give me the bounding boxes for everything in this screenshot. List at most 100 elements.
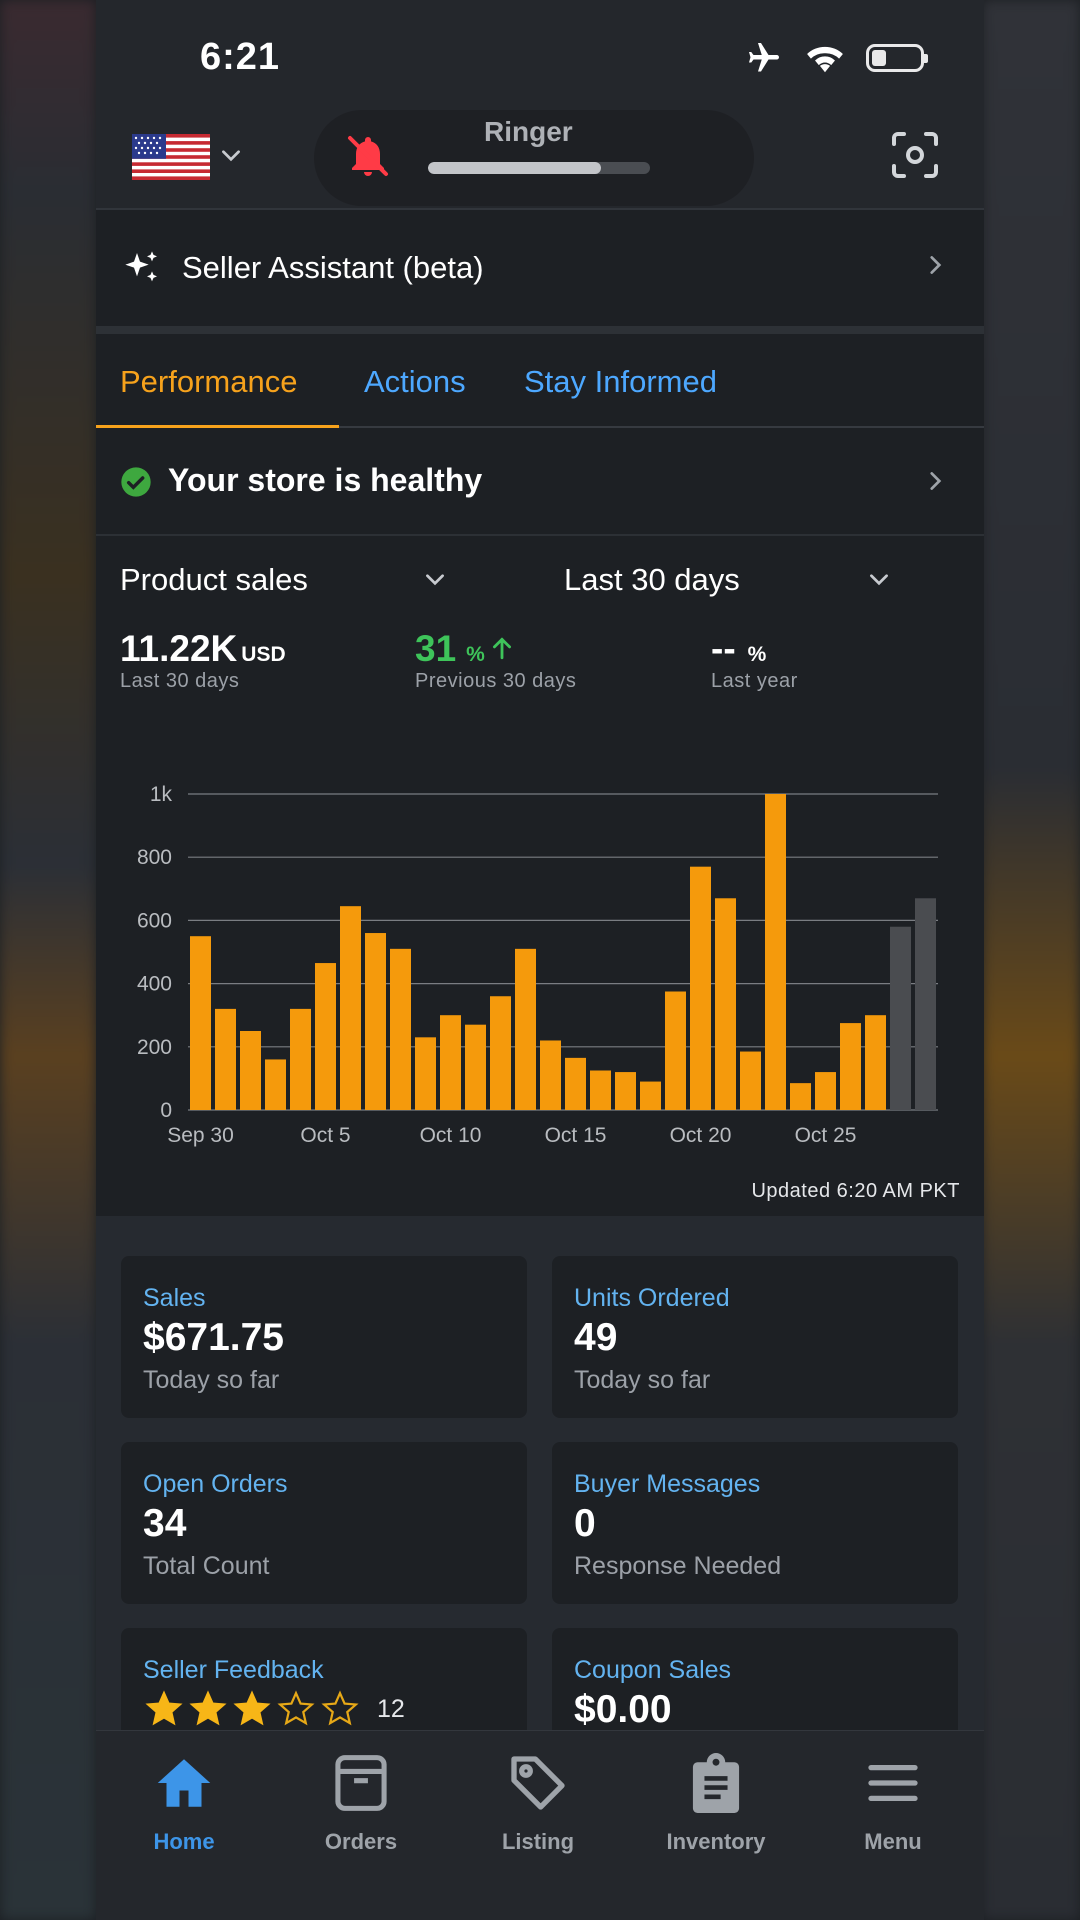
- product-sales-card: Product sales Last 30 days 11.22K USD Las…: [96, 536, 984, 1216]
- chart-bar[interactable]: [565, 1057, 586, 1110]
- range-select[interactable]: Last 30 days: [564, 562, 740, 597]
- chart-bar[interactable]: [290, 1008, 311, 1110]
- chart-bar[interactable]: [315, 963, 336, 1110]
- top-nav: Ringer: [96, 110, 984, 210]
- chart-bar[interactable]: [865, 1015, 886, 1110]
- chart-bar[interactable]: [340, 906, 361, 1110]
- nav-home[interactable]: Home: [109, 1751, 259, 1855]
- ringer-hud: Ringer: [314, 110, 754, 206]
- star-filled-icon: [145, 1690, 183, 1726]
- store-health-label: Your store is healthy: [168, 462, 483, 498]
- chart-bar[interactable]: [490, 996, 511, 1110]
- y-tick-label: 0: [160, 1099, 172, 1122]
- chart-bar[interactable]: [715, 898, 736, 1110]
- total-sales-period: Last 30 days: [120, 670, 240, 692]
- tile-title: Coupon Sales: [574, 1656, 732, 1684]
- nav-label: Inventory: [666, 1829, 766, 1854]
- x-tick-label: Oct 25: [795, 1124, 857, 1147]
- tab-stay-informed[interactable]: Stay Informed: [524, 364, 717, 399]
- tag-icon: [511, 1756, 565, 1810]
- summary-tiles: Sales $671.75 Today so far Units Ordered…: [96, 1216, 984, 1790]
- y-tick-label: 400: [137, 973, 172, 996]
- chart-bar[interactable]: [790, 1083, 811, 1110]
- x-tick-label: Oct 20: [670, 1124, 732, 1147]
- chart-bar[interactable]: [390, 948, 411, 1110]
- last-year-period: Last year: [711, 670, 798, 692]
- status-bar: 6:21: [96, 0, 984, 110]
- tile-title: Buyer Messages: [574, 1470, 761, 1498]
- tile-value: 34: [143, 1502, 187, 1545]
- ringer-volume-fill: [428, 162, 602, 174]
- chart-bar[interactable]: [615, 1072, 636, 1110]
- star-filled-icon: [189, 1690, 227, 1726]
- chart-bar[interactable]: [690, 866, 711, 1110]
- bottom-tab-bar: Home Orders Listing Inventory Menu: [96, 1730, 984, 1920]
- chevron-down-icon[interactable]: [422, 566, 448, 592]
- chart-bar[interactable]: [365, 933, 386, 1110]
- x-tick-label: Oct 10: [420, 1124, 482, 1147]
- nav-listing[interactable]: Listing: [463, 1751, 613, 1855]
- tab-performance[interactable]: Performance: [120, 364, 298, 399]
- chart-bar[interactable]: [415, 1037, 436, 1110]
- chevron-down-icon[interactable]: [218, 142, 244, 168]
- status-icons: [744, 40, 928, 76]
- chart-bar[interactable]: [840, 1023, 861, 1110]
- units-ordered-tile[interactable]: Units Ordered 49 Today so far: [552, 1256, 958, 1418]
- nav-label: Home: [153, 1829, 215, 1854]
- chart-bar[interactable]: [265, 1059, 286, 1110]
- airplane-icon: [749, 43, 779, 72]
- tile-subtitle: Total Count: [143, 1552, 270, 1580]
- chart-bar[interactable]: [190, 936, 211, 1110]
- total-sales-metric: 11.22K USD: [120, 628, 286, 670]
- chart-bar[interactable]: [665, 991, 686, 1111]
- tile-title: Sales: [143, 1284, 206, 1312]
- chevron-right-icon: [930, 256, 942, 274]
- chart-bar[interactable]: [815, 1072, 836, 1110]
- menu-icon: [868, 1764, 918, 1802]
- tab-actions[interactable]: Actions: [364, 364, 466, 399]
- star-empty-icon: [277, 1690, 315, 1726]
- chart-bar[interactable]: [240, 1031, 261, 1110]
- chart-bar[interactable]: [640, 1081, 661, 1110]
- metric-select[interactable]: Product sales: [120, 562, 308, 597]
- tile-title: Units Ordered: [574, 1284, 730, 1312]
- y-tick-label: 200: [137, 1036, 172, 1059]
- y-tick-label: 1k: [150, 783, 173, 806]
- buyer-messages-tile[interactable]: Buyer Messages 0 Response Needed: [552, 1442, 958, 1604]
- nav-label: Menu: [864, 1829, 922, 1854]
- tile-title: Seller Feedback: [143, 1656, 324, 1684]
- growth-metric: 31%: [415, 628, 515, 670]
- chart-bar[interactable]: [915, 898, 936, 1110]
- chart-bar[interactable]: [215, 1008, 236, 1110]
- star-empty-icon: [321, 1690, 359, 1726]
- seller-assistant-row[interactable]: Seller Assistant (beta): [96, 210, 984, 334]
- chart-bar[interactable]: [440, 1015, 461, 1110]
- tile-value: 49: [574, 1316, 618, 1359]
- dashboard-tabs: Performance Actions Stay Informed: [96, 334, 984, 429]
- chart-bar[interactable]: [540, 1040, 561, 1110]
- last-year-value: --: [711, 628, 736, 669]
- chart-bar[interactable]: [890, 926, 911, 1110]
- nav-inventory[interactable]: Inventory: [641, 1751, 791, 1855]
- nav-menu[interactable]: Menu: [818, 1751, 968, 1855]
- us-flag-icon[interactable]: [132, 134, 210, 180]
- chart-bar[interactable]: [465, 1024, 486, 1110]
- growth-unit: %: [466, 643, 485, 666]
- tile-title: Open Orders: [143, 1470, 288, 1498]
- tile-subtitle: Today so far: [574, 1366, 711, 1394]
- store-health-row[interactable]: Your store is healthy: [96, 428, 984, 536]
- nav-orders[interactable]: Orders: [286, 1751, 436, 1855]
- tile-subtitle: Today so far: [143, 1366, 280, 1394]
- battery-icon: [866, 44, 928, 72]
- chart-bar[interactable]: [765, 794, 786, 1110]
- chart-bar[interactable]: [515, 948, 536, 1110]
- chart-bar[interactable]: [590, 1070, 611, 1111]
- y-tick-label: 800: [137, 846, 172, 869]
- scan-camera-icon[interactable]: [890, 130, 940, 180]
- last-year-unit: %: [747, 643, 767, 666]
- sales-tile[interactable]: Sales $671.75 Today so far: [121, 1256, 527, 1418]
- chart-bar[interactable]: [740, 1051, 761, 1110]
- open-orders-tile[interactable]: Open Orders 34 Total Count: [121, 1442, 527, 1604]
- ringer-volume-bar: [428, 162, 650, 174]
- chevron-down-icon[interactable]: [866, 566, 892, 592]
